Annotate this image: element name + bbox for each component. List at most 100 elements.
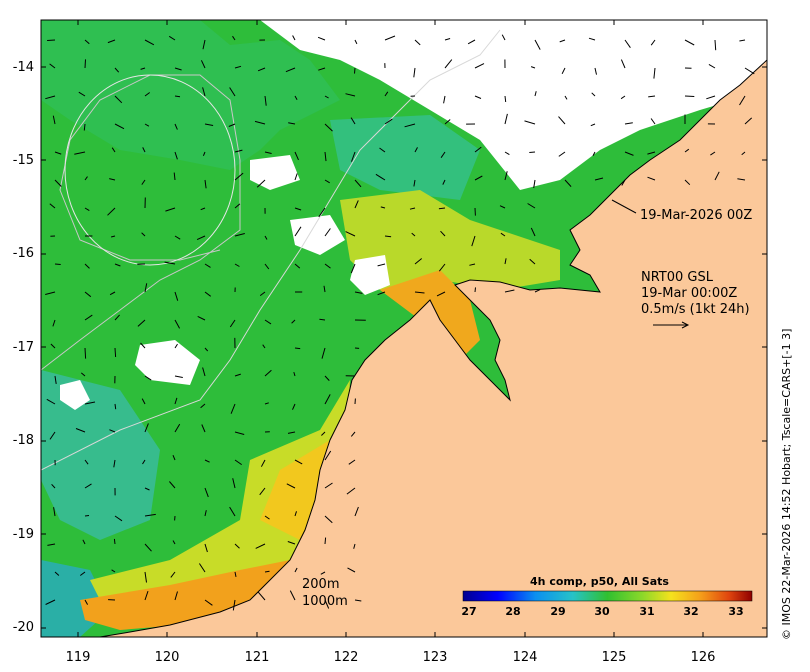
current-arrow <box>524 120 536 125</box>
current-arrow <box>84 599 89 605</box>
current-arrow <box>294 567 298 573</box>
current-arrow <box>294 459 303 465</box>
current-arrow <box>257 67 266 72</box>
current-arrow <box>501 34 506 41</box>
current-arrow <box>174 67 182 71</box>
cloud-patch-1 <box>135 340 200 385</box>
current-arrow <box>229 319 236 328</box>
current-arrow <box>684 148 690 153</box>
current-arrow <box>414 147 418 153</box>
current-arrow <box>144 39 155 46</box>
current-arrow <box>52 319 56 327</box>
current-arrow <box>111 147 116 153</box>
current-arrow <box>323 285 326 293</box>
current-arrow <box>200 207 206 211</box>
contour-1000m-label: 1000m <box>302 594 348 609</box>
current-arrow <box>74 151 86 155</box>
lon-label: 123 <box>422 650 448 665</box>
current-arrow <box>204 179 207 189</box>
current-arrow <box>144 423 149 433</box>
current-time-label: 19-Mar 00:00Z <box>641 286 738 301</box>
current-arrow <box>414 39 421 46</box>
current-arrow <box>564 179 572 187</box>
current-arrow <box>174 423 181 433</box>
current-arrow <box>45 599 56 605</box>
current-arrow <box>47 39 56 41</box>
cloud-patch-2 <box>60 380 90 410</box>
current-arrow <box>324 515 333 524</box>
cloud-patch-3 <box>290 215 345 255</box>
current-arrow <box>234 172 244 181</box>
current-arrow <box>414 258 423 265</box>
current-arrow <box>232 478 236 489</box>
current-arrow <box>50 343 56 349</box>
current-arrow <box>317 36 326 41</box>
current-arrow <box>285 67 296 73</box>
current-arrow <box>174 151 178 160</box>
current-arrow <box>624 151 634 156</box>
current-arrow <box>144 513 156 517</box>
current-arrow <box>173 172 176 181</box>
current-arrow <box>264 263 270 270</box>
current-arrow <box>504 113 508 125</box>
current-arrow <box>110 235 116 238</box>
colorbar-tick: 29 <box>550 605 566 618</box>
current-arrow <box>78 91 86 97</box>
lat-label: -20 <box>12 620 34 635</box>
current-arrow <box>318 207 326 218</box>
current-arrow <box>172 540 176 545</box>
current-arrow <box>377 263 386 267</box>
current-arrow <box>144 590 149 601</box>
current-arrow <box>84 59 86 69</box>
current-arrow <box>324 599 330 609</box>
current-arrow <box>140 342 146 349</box>
current-arrow <box>144 123 150 127</box>
current-arrow <box>534 39 541 50</box>
current-arrow <box>739 95 746 106</box>
coastline <box>99 59 767 637</box>
current-arrow <box>232 35 236 41</box>
current-arrow <box>170 571 176 578</box>
current-arrow <box>375 173 386 181</box>
current-arrow <box>294 347 301 350</box>
current-arrow <box>294 511 297 517</box>
current-arrow <box>413 67 416 78</box>
current-arrow <box>291 319 296 324</box>
lon-label: 121 <box>244 650 270 665</box>
current-arrow <box>234 459 242 466</box>
current-arrow <box>504 95 507 103</box>
current-arrow <box>321 347 326 359</box>
current-arrow <box>620 95 626 100</box>
current-arrow <box>324 394 331 405</box>
current-arrow <box>84 459 89 465</box>
current-arrow <box>234 203 241 209</box>
current-arrow <box>264 235 268 240</box>
current-arrow <box>174 591 178 601</box>
current-arrow <box>144 283 148 293</box>
sst-region-cyan <box>330 115 480 200</box>
current-arrow <box>504 289 515 293</box>
current-arrow <box>442 179 446 185</box>
current-arrow <box>54 179 62 187</box>
current-arrow <box>141 232 146 237</box>
current-arrow <box>109 291 116 296</box>
land-mass <box>100 60 767 637</box>
current-arrow <box>561 67 566 75</box>
current-arrow <box>744 67 755 75</box>
current-arrow <box>109 429 116 433</box>
current-arrow <box>348 459 356 465</box>
current-arrow <box>114 263 121 267</box>
current-arrow <box>172 455 176 461</box>
current-arrow <box>564 95 568 100</box>
current-arrow <box>321 431 326 436</box>
current-arrow <box>504 171 508 181</box>
current-arrow <box>54 571 60 576</box>
current-arrow <box>202 39 206 50</box>
sst-region-blue-west <box>41 370 160 540</box>
sst-region-yellow-mid <box>340 190 560 290</box>
current-arrow <box>144 571 147 583</box>
current-arrow <box>137 319 146 327</box>
current-arrow <box>354 506 359 517</box>
lon-label: 125 <box>601 650 627 665</box>
current-arrow <box>204 459 210 463</box>
